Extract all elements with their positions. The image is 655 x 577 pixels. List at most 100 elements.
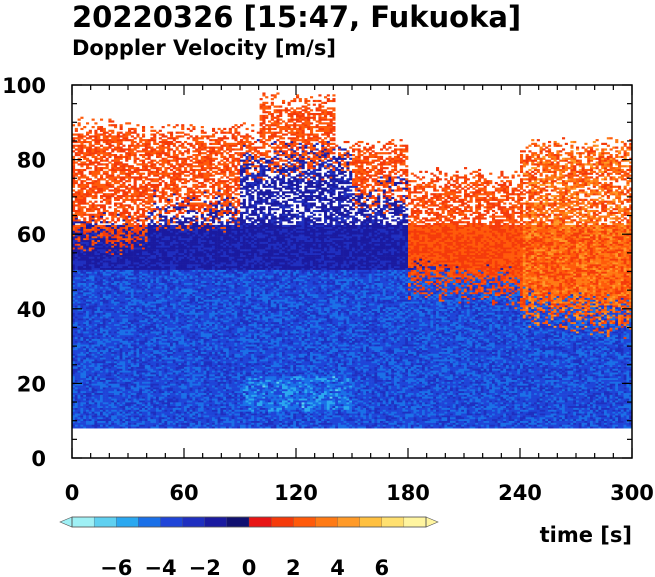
heatmap-cell (78, 301, 81, 303)
heatmap-cell (153, 290, 156, 292)
heatmap-cell (108, 230, 111, 232)
heatmap-cell (117, 396, 120, 398)
heatmap-cell (164, 223, 167, 225)
heatmap-cell (136, 204, 139, 206)
heatmap-cell (92, 355, 95, 357)
heatmap-cell (145, 141, 148, 143)
heatmap-cell (117, 411, 120, 413)
heatmap-cell (134, 370, 137, 372)
heatmap-cell (117, 352, 120, 354)
heatmap-cell (97, 374, 100, 376)
heatmap-cell (145, 298, 148, 300)
heatmap-cell (159, 292, 162, 294)
heatmap-cell (164, 337, 167, 339)
heatmap-cell (83, 380, 86, 382)
heatmap-cell (86, 141, 89, 143)
heatmap-cell (97, 227, 100, 229)
heatmap-cell (162, 163, 165, 165)
heatmap-cell (142, 391, 145, 393)
heatmap-cell (167, 359, 170, 361)
heatmap-cell (145, 413, 148, 415)
heatmap-cell (128, 189, 131, 191)
heatmap-cell (122, 344, 125, 346)
heatmap-cell (106, 313, 109, 315)
heatmap-cell (94, 417, 97, 419)
heatmap-cell (108, 292, 111, 294)
heatmap-cell (108, 383, 111, 385)
heatmap-cell (103, 288, 106, 290)
heatmap-cell (153, 370, 156, 372)
heatmap-cell (164, 186, 167, 188)
heatmap-cell (94, 324, 97, 326)
heatmap-cell (148, 296, 151, 298)
heatmap-cell (131, 208, 134, 210)
heatmap-cell (159, 281, 162, 283)
heatmap-cell (145, 283, 148, 285)
heatmap-cell (150, 292, 153, 294)
heatmap-cell (100, 244, 103, 246)
heatmap-cell (78, 227, 81, 229)
heatmap-cell (106, 171, 109, 173)
heatmap-cell (153, 173, 156, 175)
heatmap-cell (159, 344, 162, 346)
heatmap-cell (94, 201, 97, 203)
heatmap-cell (108, 393, 111, 395)
heatmap-cell (106, 148, 109, 150)
heatmap-cell (100, 197, 103, 199)
heatmap-cell (100, 314, 103, 316)
heatmap-cell (122, 352, 125, 354)
heatmap-cell (108, 372, 111, 374)
heatmap-cell (89, 257, 92, 259)
heatmap-cell (94, 279, 97, 281)
heatmap-cell (134, 147, 137, 149)
heatmap-cell (148, 398, 151, 400)
heatmap-cell (100, 385, 103, 387)
heatmap-cell (111, 313, 114, 315)
heatmap-cell (136, 333, 139, 335)
heatmap-cell (159, 262, 162, 264)
heatmap-cell (114, 242, 117, 244)
heatmap-cell (162, 309, 165, 311)
heatmap-cell (89, 160, 92, 162)
heatmap-cell (86, 273, 89, 275)
heatmap-cell (159, 240, 162, 242)
heatmap-cell (148, 292, 151, 294)
heatmap-cell (148, 161, 151, 163)
heatmap-cell (142, 359, 145, 361)
heatmap-cell (145, 395, 148, 397)
heatmap-cell (150, 247, 153, 249)
heatmap-cell (153, 305, 156, 307)
heatmap-cell (159, 242, 162, 244)
heatmap-cell (128, 173, 131, 175)
heatmap-cell (128, 212, 131, 214)
heatmap-cell (86, 236, 89, 238)
heatmap-cell (159, 359, 162, 361)
heatmap-cell (153, 208, 156, 210)
heatmap-cell (103, 219, 106, 221)
heatmap-cell (159, 346, 162, 348)
heatmap-cell (167, 257, 170, 259)
heatmap-cell (153, 348, 156, 350)
heatmap-cell (114, 204, 117, 206)
heatmap-cell (100, 229, 103, 231)
heatmap-cell (159, 283, 162, 285)
heatmap-cell (100, 365, 103, 367)
heatmap-cell (103, 212, 106, 214)
heatmap-cell (142, 329, 145, 331)
heatmap-cell (164, 147, 167, 149)
heatmap-cell (134, 227, 137, 229)
heatmap-cell (117, 335, 120, 337)
heatmap-cell (167, 396, 170, 398)
heatmap-cell (145, 329, 148, 331)
heatmap-cell (139, 421, 142, 423)
heatmap-cell (153, 255, 156, 257)
heatmap-cell (117, 342, 120, 344)
heatmap-cell (145, 350, 148, 352)
heatmap-cell (86, 346, 89, 348)
heatmap-cell (164, 154, 167, 156)
heatmap-cell (139, 337, 142, 339)
heatmap-cell (148, 298, 151, 300)
heatmap-cell (164, 421, 167, 423)
heatmap-cell (139, 270, 142, 272)
heatmap-cell (136, 322, 139, 324)
